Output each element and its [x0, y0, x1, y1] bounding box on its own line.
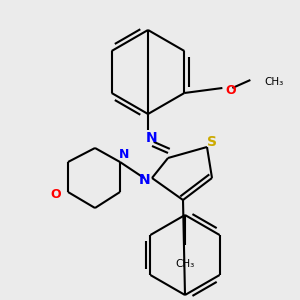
Text: CH₃: CH₃ [176, 259, 195, 269]
Text: O: O [51, 188, 61, 200]
Text: N: N [119, 148, 129, 160]
Text: O: O [225, 85, 236, 98]
Text: CH₃: CH₃ [264, 77, 284, 87]
Text: N: N [146, 131, 158, 145]
Text: N: N [139, 173, 151, 187]
Text: S: S [207, 135, 217, 149]
